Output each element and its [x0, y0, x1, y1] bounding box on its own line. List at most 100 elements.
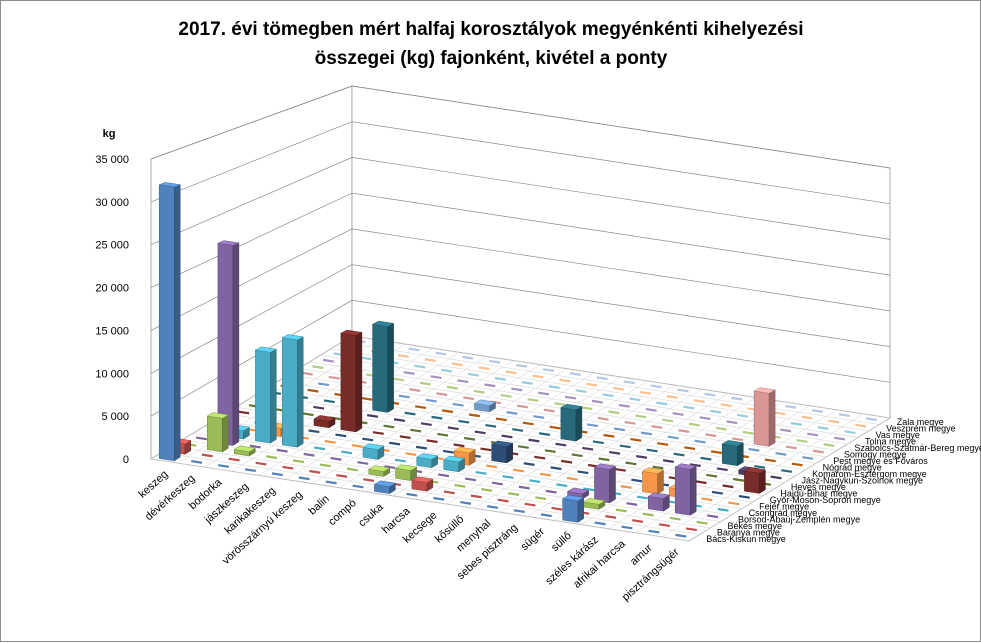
floor-marker: [408, 347, 420, 352]
floor-grid-line: [182, 439, 721, 522]
floor-marker: [528, 438, 540, 443]
bar-front-face: [744, 470, 760, 494]
floor-marker: [324, 439, 336, 444]
floor-grid-line: [608, 405, 810, 529]
floor-marker: [620, 485, 632, 489]
floor-marker: [781, 469, 793, 473]
floor-grid-line: [473, 384, 675, 509]
floor-marker: [399, 435, 411, 440]
floor-marker: [651, 425, 663, 429]
z-tick-label: Tolna megye: [865, 437, 916, 447]
floor-marker: [436, 392, 448, 397]
floor-grid-line: [312, 360, 514, 484]
floor-marker: [341, 450, 353, 455]
floor-grid-line: [351, 335, 891, 419]
floor-marker: [415, 405, 427, 410]
floor-marker: [312, 365, 324, 370]
floor-marker: [319, 463, 331, 468]
floor-marker: [308, 429, 320, 434]
z-tick-label: Jász-Nagykun-Szolnok megye: [802, 476, 924, 486]
floor-marker: [464, 436, 476, 441]
floor-grid-line: [204, 343, 406, 468]
floor-marker: [844, 430, 856, 435]
floor-marker: [486, 464, 498, 469]
floor-marker: [613, 427, 626, 432]
floor-marker: [646, 448, 658, 453]
z-tick-label: Szabolcs-Szatmár-Bereg megye: [854, 443, 981, 453]
floor-marker: [556, 483, 568, 488]
floor-marker: [508, 492, 520, 496]
bar-top-face: [217, 240, 240, 246]
bar-top-face: [367, 465, 391, 472]
floor-marker: [529, 479, 541, 484]
floor-marker: [540, 513, 552, 518]
z-tick-label: Somogy megye: [844, 450, 907, 460]
floor-marker: [618, 403, 630, 408]
bar-top-face: [340, 329, 363, 336]
bar: [254, 346, 278, 444]
floor-marker: [575, 389, 587, 394]
floor-marker: [624, 420, 636, 425]
z-tick-label: Hajdú-Bihar megye: [780, 488, 857, 498]
floor-marker: [467, 372, 480, 377]
x-tick-label: balin: [307, 493, 332, 517]
floor-marker: [313, 405, 325, 410]
floor-marker: [271, 472, 283, 477]
floor-marker: [548, 385, 560, 389]
floor-marker: [833, 436, 846, 441]
bar-side-face: [222, 414, 229, 453]
z-tick-label: Veszprém megye: [886, 424, 956, 434]
bar: [647, 492, 671, 512]
floor-marker: [322, 358, 334, 363]
x-tick-label: amur: [628, 542, 655, 568]
y-tick-label: 15 000: [95, 325, 129, 337]
floor-marker: [673, 452, 685, 457]
floor-marker: [614, 467, 626, 472]
floor-marker: [462, 355, 474, 360]
z-tick-label: Bács-Kiskun megye: [706, 534, 786, 544]
bar-top-face: [593, 463, 617, 470]
floor-grid-line: [285, 356, 487, 480]
floor-marker: [335, 433, 347, 438]
floor-marker: [774, 411, 786, 416]
floor-marker: [652, 465, 664, 470]
z-tick-label: Győr-Moson-Sopron megye: [770, 495, 881, 505]
floor-marker: [694, 439, 706, 444]
x-tick-label: pisztrángsügér: [620, 546, 682, 603]
floor-marker: [500, 393, 512, 398]
chart-title-line-2: összegei (kg) fajonként, kivétel a ponty: [315, 48, 668, 69]
floor-marker: [266, 455, 278, 460]
bar-top-face: [371, 320, 395, 327]
bar-side-face: [609, 465, 616, 504]
z-tick-label: Békés megye: [727, 521, 782, 531]
floor-marker: [645, 408, 657, 412]
floor-marker: [460, 501, 472, 505]
floor-marker: [650, 384, 662, 389]
floor-marker: [389, 441, 401, 446]
floor-marker: [314, 446, 326, 451]
bar-front-face: [674, 466, 691, 516]
floor-marker: [838, 413, 850, 417]
floor-marker: [513, 509, 525, 514]
floor-marker: [667, 435, 679, 440]
floor-grid-line: [419, 376, 622, 501]
floor-marker: [669, 516, 681, 521]
floor-marker: [550, 466, 562, 471]
floor-marker: [437, 432, 449, 437]
z-tick-label: Pest megye és Főváros: [833, 456, 928, 466]
floor-marker: [475, 471, 487, 475]
bar-top-face: [206, 412, 230, 419]
floor-marker: [780, 428, 792, 433]
floor-marker: [301, 371, 313, 376]
bar: [721, 440, 745, 467]
bar: [473, 399, 497, 413]
bar-top-face: [583, 498, 606, 505]
floor-marker: [748, 447, 760, 452]
floor-marker: [415, 445, 428, 450]
floor-marker: [823, 443, 835, 447]
floor-marker: [648, 529, 660, 534]
z-tick-label: Vas megye: [876, 430, 920, 440]
floor-marker: [512, 468, 525, 473]
y-axis-label: kg: [103, 128, 116, 140]
bar-top-face: [362, 443, 385, 450]
